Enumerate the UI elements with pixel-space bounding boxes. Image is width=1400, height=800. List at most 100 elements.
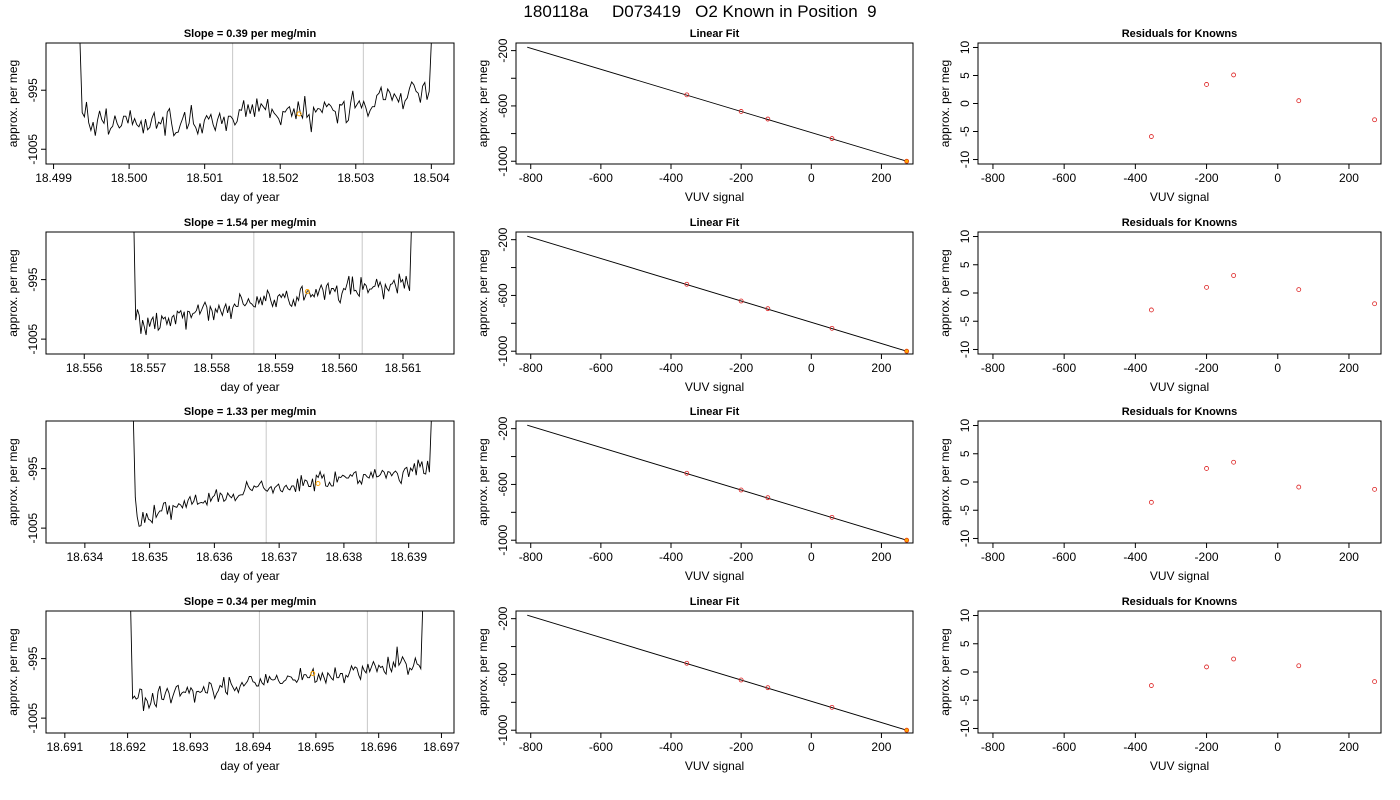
linear-r1-title: Linear Fit	[690, 217, 740, 229]
residual-r3-point-3	[1296, 663, 1302, 669]
linear-r2-ytick-label-2: -1000	[496, 525, 510, 556]
linear-r0-point-2	[765, 116, 771, 122]
time-r0-xtick-label-0: 18.499	[35, 171, 72, 185]
linear-r3-xtick-label-3: -200	[729, 740, 753, 754]
residual-r3-point-0	[1148, 683, 1154, 688]
linear-r3-ytick-label-0: -200	[496, 606, 510, 630]
linear-r2-fit-line	[527, 424, 907, 541]
time-r1-plot-frame	[45, 231, 455, 355]
linear-r3-xtick-label-4: 0	[808, 740, 815, 754]
residual-r3-xtick-label-0: -800	[981, 740, 1005, 754]
time-r1-xtick-label-4: 18.560	[321, 361, 358, 375]
time-r2-plot-frame	[45, 420, 455, 544]
linear-r2-xtick-label-2: -400	[659, 550, 683, 564]
linear-r2-xtick-label-3: -200	[729, 550, 753, 564]
time-r3-plot-frame	[45, 610, 455, 734]
linear-r2-ytick-label-1: -600	[496, 472, 510, 496]
time-r0-xtick-label-5: 18.504	[413, 171, 450, 185]
residual-r0-title: Residuals for Knowns	[1122, 28, 1238, 40]
linear-r0-xtick-label-0: -800	[519, 171, 543, 185]
time-r1-xtick-label-3: 18.559	[257, 361, 294, 375]
residual-r0-xlabel: VUV signal	[1150, 190, 1209, 204]
residual-r0-ytick-label-1: -5	[958, 126, 972, 137]
time-r0-xtick-label-1: 18.500	[111, 171, 148, 185]
residual-r3-xtick-label-1: -600	[1052, 740, 1076, 754]
linear-r1-xtick-label-2: -400	[659, 361, 683, 375]
time-r3-marker-point	[310, 670, 316, 676]
linear-r0-xlabel: VUV signal	[685, 190, 744, 204]
linear-r1-point-3	[829, 325, 835, 331]
linear-r0-title: Linear Fit	[690, 28, 740, 40]
time-r2-marker-point	[315, 480, 321, 486]
residual-r0-xtick-label-3: -200	[1195, 171, 1219, 185]
linear-r0-xtick-label-2: -400	[659, 171, 683, 185]
residual-r0-xtick-label-5: 200	[1339, 171, 1359, 185]
time-r3-xtick-label-0: 18.691	[46, 740, 83, 754]
linear-r2-ylabel: approx. per meg	[476, 438, 490, 525]
linear-r1-xtick-label-3: -200	[729, 361, 753, 375]
linear-r2-title: Linear Fit	[690, 406, 740, 418]
residual-r0-xtick-label-0: -800	[981, 171, 1005, 185]
time-r2-xtick-label-2: 18.636	[196, 550, 233, 564]
residual-r3-point-1	[1204, 664, 1209, 670]
residual-r2-title: Residuals for Knowns	[1122, 406, 1238, 418]
residual-r1-ylabel: approx. per meg	[938, 249, 952, 336]
residual-r2-point-3	[1296, 484, 1302, 490]
residual-r3-point-4	[1372, 679, 1377, 685]
residual-r3-ytick-label-1: -5	[958, 695, 972, 706]
linear-r3-xtick-label-0: -800	[519, 740, 543, 754]
time-r2-title: Slope = 1.33 per meg/min	[184, 406, 317, 418]
time-r1-xtick-label-0: 18.556	[66, 361, 103, 375]
residual-r1-title: Residuals for Knowns	[1122, 217, 1238, 229]
linear-r1-xtick-label-5: 200	[871, 361, 891, 375]
residual-r1-ytick-label-3: 5	[958, 261, 972, 268]
time-r1-xlabel: day of year	[220, 380, 279, 394]
linear-r2-xtick-label-5: 200	[871, 550, 891, 564]
residual-r1-point-4	[1372, 301, 1377, 307]
time-r1-xtick-label-5: 18.561	[385, 361, 422, 375]
linear-r3-point-3	[829, 704, 835, 710]
residual-r3-point-2	[1231, 656, 1237, 662]
residual-r2-ylabel: approx. per meg	[938, 438, 952, 525]
time-r2-xtick-label-4: 18.638	[326, 550, 363, 564]
linear-r3-point-2	[765, 685, 771, 691]
linear-r0-ytick-label-0: -200	[496, 38, 510, 62]
residual-r1-ytick-label-2: 0	[958, 289, 972, 296]
residual-r2-point-1	[1204, 466, 1209, 471]
time-r2-xtick-label-1: 18.635	[131, 550, 168, 564]
residual-r3-ylabel: approx. per meg	[938, 628, 952, 715]
residual-r2-point-0	[1148, 499, 1154, 505]
residual-r2-xtick-label-5: 200	[1339, 550, 1359, 564]
residual-r1-ytick-label-0: -10	[958, 340, 972, 358]
linear-r3-ytick-label-1: -600	[496, 662, 510, 686]
time-r3-series-line	[130, 611, 424, 712]
residual-r2-xtick-label-2: -400	[1123, 550, 1147, 564]
residual-r3-ytick-label-0: -10	[958, 719, 972, 737]
time-r0-marker-point	[296, 111, 302, 117]
time-r2-ylabel: approx. per meg	[6, 438, 20, 525]
time-r2-ytick-label-1: -995	[26, 456, 40, 480]
residual-r1-xtick-label-2: -400	[1123, 361, 1147, 375]
time-r2-series-line	[132, 421, 432, 527]
residual-r2-xtick-label-3: -200	[1195, 550, 1219, 564]
residual-r0-ytick-label-3: 5	[958, 72, 972, 79]
time-r1-ytick-label-0: -1005	[26, 323, 40, 354]
linear-r0-ylabel: approx. per meg	[476, 60, 490, 147]
linear-r3-xtick-label-2: -400	[659, 740, 683, 754]
time-r3-xlabel: day of year	[220, 759, 279, 773]
residual-r0-point-3	[1296, 98, 1302, 104]
residual-r0-xtick-label-2: -400	[1123, 171, 1147, 185]
residual-r3-plot-frame	[977, 610, 1382, 734]
time-r1-series-line	[133, 232, 412, 336]
residual-r1-xlabel: VUV signal	[1150, 380, 1209, 394]
linear-r0-fit-line	[527, 46, 907, 162]
linear-r0-point-0	[684, 92, 690, 98]
residual-r2-ytick-label-2: 0	[958, 478, 972, 485]
linear-r1-xtick-label-4: 0	[808, 361, 815, 375]
linear-r3-xtick-label-1: -600	[589, 740, 613, 754]
residual-r3-ytick-label-4: 10	[958, 609, 972, 623]
residual-r0-point-1	[1204, 82, 1209, 87]
residual-r1-xtick-label-5: 200	[1339, 361, 1359, 375]
linear-r2-xtick-label-1: -600	[589, 550, 613, 564]
